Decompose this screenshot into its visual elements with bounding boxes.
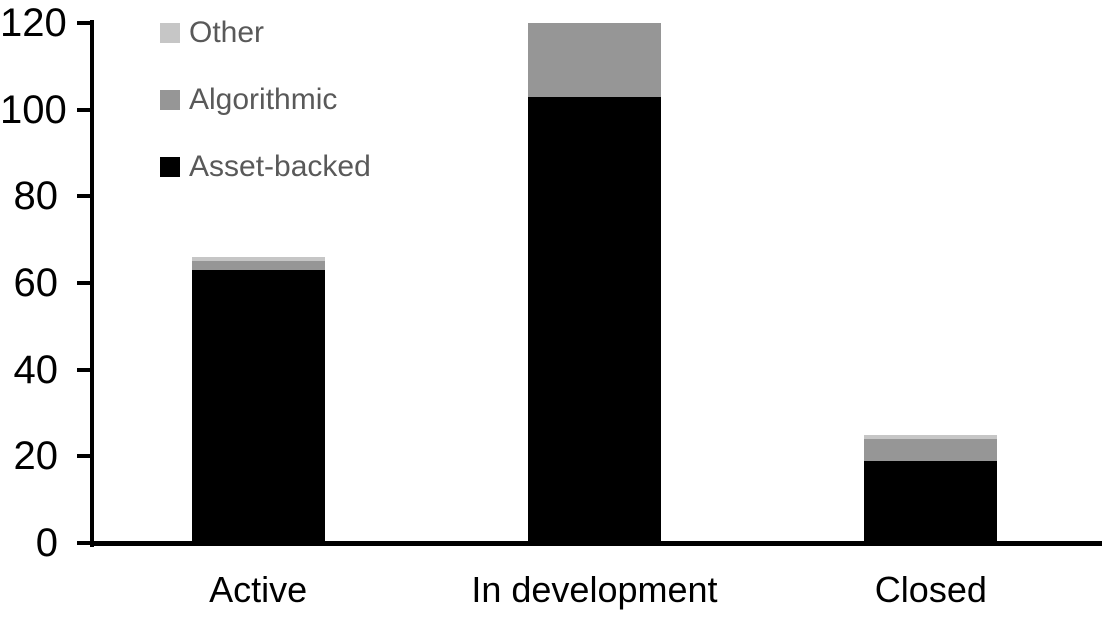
bar-segment-closed-other bbox=[864, 434, 998, 439]
y-axis-tick-120 bbox=[77, 21, 90, 25]
x-axis-line bbox=[90, 541, 1102, 546]
legend-swatch-other-icon bbox=[160, 23, 180, 43]
bar-segment-in-development-asset-backed bbox=[528, 96, 661, 543]
x-axis-label-active: Active bbox=[209, 569, 308, 610]
y-axis-line bbox=[90, 20, 94, 547]
y-axis-tick-80 bbox=[77, 194, 90, 199]
legend-item-asset-backed: Asset-backed bbox=[160, 150, 371, 183]
legend-label-other: Other bbox=[189, 16, 265, 49]
bar-segment-active-algorithmic bbox=[191, 261, 325, 270]
bar-segment-in-development-algorithmic bbox=[528, 23, 661, 97]
y-axis-tick-label-0: 0 bbox=[35, 521, 58, 565]
x-axis-label-closed: Closed bbox=[874, 569, 987, 610]
legend-label-asset-backed: Asset-backed bbox=[189, 150, 371, 183]
bar-segment-active-asset-backed bbox=[191, 270, 325, 543]
legend-item-other: Other bbox=[160, 16, 264, 49]
legend-label-algorithmic: Algorithmic bbox=[189, 83, 338, 116]
legend-swatch-asset-backed-icon bbox=[160, 157, 180, 177]
y-axis-tick-100 bbox=[77, 107, 90, 112]
bar-segment-closed-algorithmic bbox=[864, 439, 998, 461]
y-axis-tick-label-80: 80 bbox=[13, 174, 59, 219]
bar-segment-closed-asset-backed bbox=[864, 460, 998, 543]
legend-item-algorithmic: Algorithmic bbox=[160, 83, 337, 116]
y-axis-tick-20 bbox=[77, 454, 90, 459]
bar-segment-active-other bbox=[191, 257, 325, 262]
y-axis-tick-60 bbox=[77, 281, 90, 285]
y-axis-tick-label-100: 100 bbox=[0, 87, 67, 132]
y-axis-tick-0 bbox=[77, 541, 90, 545]
y-axis-tick-label-120: 120 bbox=[0, 1, 67, 45]
y-axis-tick-label-40: 40 bbox=[13, 347, 59, 392]
y-axis-tick-label-60: 60 bbox=[13, 261, 59, 305]
y-axis-tick-40 bbox=[77, 367, 90, 372]
legend-swatch-algorithmic-icon bbox=[160, 90, 180, 110]
x-axis-label-in-development: In development bbox=[471, 569, 718, 610]
y-axis-tick-label-20: 20 bbox=[13, 434, 59, 479]
